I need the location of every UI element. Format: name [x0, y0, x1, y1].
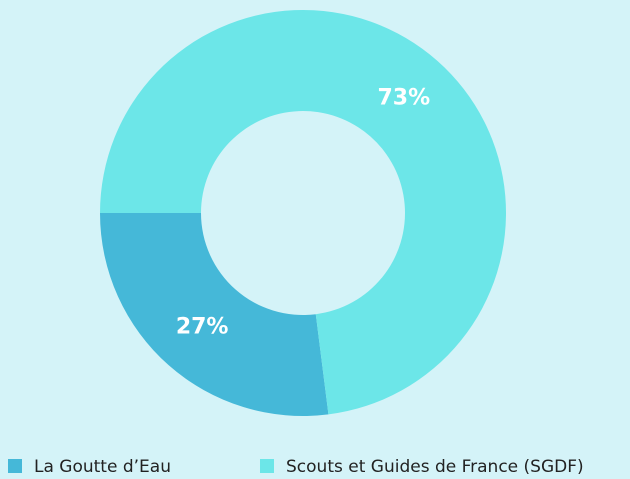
- donut-slice: [100, 10, 507, 415]
- data-label: 73%: [378, 86, 431, 111]
- data-label: 27%: [176, 314, 229, 339]
- donut-slice: [100, 213, 329, 416]
- legend-label: La Goutte d’Eau: [34, 457, 171, 477]
- legend-label: Scouts et Guides de France (SGDF): [286, 457, 584, 477]
- legend-swatch: [8, 459, 22, 473]
- legend-swatch: [260, 459, 274, 473]
